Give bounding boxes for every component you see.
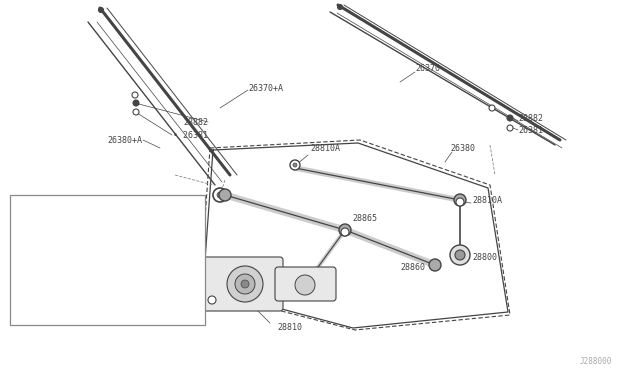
Circle shape bbox=[295, 275, 315, 295]
Text: 28882: 28882 bbox=[183, 118, 208, 126]
Text: DRIVER: DRIVER bbox=[172, 279, 200, 288]
Text: 26373P: 26373P bbox=[172, 244, 200, 253]
Text: WIPER BLADE REFILLS: WIPER BLADE REFILLS bbox=[18, 311, 106, 321]
Circle shape bbox=[339, 224, 351, 236]
Circle shape bbox=[132, 92, 138, 98]
Circle shape bbox=[429, 259, 441, 271]
Circle shape bbox=[133, 100, 139, 106]
Text: • 26381: • 26381 bbox=[173, 131, 208, 140]
FancyBboxPatch shape bbox=[202, 257, 283, 311]
Text: J288000: J288000 bbox=[580, 357, 612, 366]
Circle shape bbox=[507, 115, 513, 121]
Text: 26370: 26370 bbox=[415, 64, 440, 73]
Circle shape bbox=[217, 192, 223, 198]
Circle shape bbox=[227, 266, 263, 302]
Text: 28810A: 28810A bbox=[140, 295, 170, 305]
Text: 28860: 28860 bbox=[400, 263, 425, 273]
Text: 26370+A: 26370+A bbox=[248, 83, 283, 93]
Circle shape bbox=[293, 163, 297, 167]
Text: 28865: 28865 bbox=[352, 214, 377, 222]
Circle shape bbox=[290, 160, 300, 170]
Circle shape bbox=[99, 7, 104, 13]
Bar bbox=[10, 195, 205, 325]
Text: 28810: 28810 bbox=[278, 324, 303, 333]
Circle shape bbox=[456, 198, 464, 206]
Circle shape bbox=[213, 188, 227, 202]
Text: 26381: 26381 bbox=[518, 125, 543, 135]
Circle shape bbox=[455, 250, 465, 260]
Circle shape bbox=[489, 105, 495, 111]
Text: 28810A: 28810A bbox=[472, 196, 502, 205]
Text: 28800: 28800 bbox=[472, 253, 497, 263]
Circle shape bbox=[337, 4, 342, 10]
Text: 26380+A: 26380+A bbox=[107, 135, 142, 144]
Text: 28810A: 28810A bbox=[310, 144, 340, 153]
Circle shape bbox=[219, 189, 231, 201]
Text: 28882: 28882 bbox=[518, 113, 543, 122]
Circle shape bbox=[450, 245, 470, 265]
Circle shape bbox=[208, 296, 216, 304]
Text: 26373M: 26373M bbox=[172, 270, 200, 279]
Text: ASSIST: ASSIST bbox=[172, 251, 200, 260]
Circle shape bbox=[241, 280, 249, 288]
Circle shape bbox=[454, 194, 466, 206]
Text: 26380: 26380 bbox=[450, 144, 475, 153]
Circle shape bbox=[133, 109, 139, 115]
Circle shape bbox=[235, 274, 255, 294]
Circle shape bbox=[507, 125, 513, 131]
Circle shape bbox=[341, 228, 349, 236]
FancyBboxPatch shape bbox=[275, 267, 336, 301]
